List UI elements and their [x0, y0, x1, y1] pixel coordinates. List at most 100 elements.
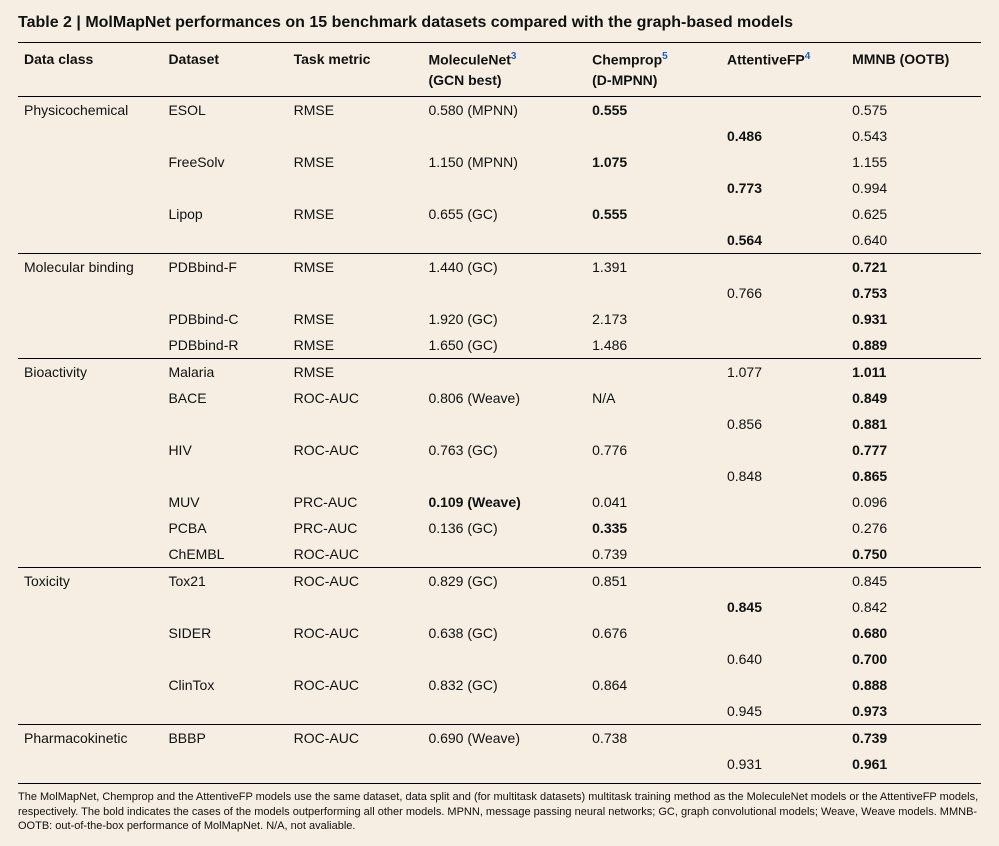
table-row: ToxicityTox21ROC-AUC0.829 (GC)0.8510.845 [18, 567, 981, 594]
cell-dataset: BACE [162, 385, 287, 411]
cell-data-class [18, 149, 162, 175]
cell-data-class [18, 201, 162, 227]
cell-metric [288, 594, 423, 620]
cell-chemprop [586, 358, 721, 385]
cell-attentivefp: 0.766 [721, 280, 846, 306]
cell-attentivefp: 1.077 [721, 358, 846, 385]
table-row: FreeSolvRMSE1.150 (MPNN)1.0751.155 [18, 149, 981, 175]
ref-sup: 5 [662, 51, 668, 62]
cell-chemprop: 0.776 [586, 437, 721, 463]
table-row: PCBAPRC-AUC0.136 (GC)0.3350.276 [18, 515, 981, 541]
title-prefix: Table 2 [18, 14, 72, 31]
cell-mmnb: 0.865 [846, 463, 981, 489]
cell-attentivefp: 0.845 [721, 594, 846, 620]
table-row: SIDERROC-AUC0.638 (GC)0.6760.680 [18, 620, 981, 646]
cell-mmnb: 0.849 [846, 385, 981, 411]
cell-metric [288, 280, 423, 306]
cell-data-class [18, 620, 162, 646]
table-row: PharmacokineticBBBPROC-AUC0.690 (Weave)0… [18, 724, 981, 751]
cell-chemprop [586, 175, 721, 201]
cell-moleculenet: 1.920 (GC) [422, 306, 586, 332]
cell-metric: ROC-AUC [288, 437, 423, 463]
cell-metric [288, 751, 423, 777]
table-row: 0.8450.842 [18, 594, 981, 620]
table-row: BACEROC-AUC0.806 (Weave)N/A0.849 [18, 385, 981, 411]
cell-data-class [18, 541, 162, 568]
cell-mmnb: 0.096 [846, 489, 981, 515]
col-attentivefp: AttentiveFP4 [721, 43, 846, 97]
cell-mmnb: 1.011 [846, 358, 981, 385]
cell-mmnb: 0.739 [846, 724, 981, 751]
cell-attentivefp: 0.773 [721, 175, 846, 201]
table-title: Table 2 | MolMapNet performances on 15 b… [18, 14, 981, 32]
cell-data-class [18, 698, 162, 725]
cell-data-class: Pharmacokinetic [18, 724, 162, 751]
col-task-metric: Task metric [288, 43, 423, 70]
cell-chemprop: 0.041 [586, 489, 721, 515]
cell-metric: RMSE [288, 306, 423, 332]
cell-dataset [162, 646, 287, 672]
cell-chemprop: 0.739 [586, 541, 721, 568]
cell-chemprop: N/A [586, 385, 721, 411]
cell-chemprop [586, 646, 721, 672]
cell-data-class [18, 280, 162, 306]
col-moleculenet: MoleculeNet3 [422, 43, 586, 70]
cell-metric: RMSE [288, 253, 423, 280]
table-row: 0.4860.543 [18, 123, 981, 149]
cell-dataset: ChEMBL [162, 541, 287, 568]
cell-chemprop [586, 411, 721, 437]
cell-metric [288, 123, 423, 149]
cell-dataset [162, 463, 287, 489]
cell-chemprop [586, 280, 721, 306]
cell-mmnb: 0.994 [846, 175, 981, 201]
cell-metric: ROC-AUC [288, 567, 423, 594]
cell-metric: ROC-AUC [288, 385, 423, 411]
table-row: 0.5640.640 [18, 227, 981, 254]
cell-mmnb: 0.889 [846, 332, 981, 359]
cell-dataset: Malaria [162, 358, 287, 385]
cell-metric: ROC-AUC [288, 620, 423, 646]
cell-data-class [18, 437, 162, 463]
cell-attentivefp [721, 567, 846, 594]
table-row: HIVROC-AUC0.763 (GC)0.7760.777 [18, 437, 981, 463]
col-mmnb: MMNB (OOTB) [846, 43, 981, 97]
cell-dataset: PDBbind-F [162, 253, 287, 280]
cell-dataset [162, 751, 287, 777]
cell-metric: RMSE [288, 332, 423, 359]
table-row: 0.7660.753 [18, 280, 981, 306]
cell-attentivefp [721, 620, 846, 646]
cell-chemprop [586, 751, 721, 777]
cell-dataset: PDBbind-C [162, 306, 287, 332]
cell-moleculenet [422, 751, 586, 777]
cell-attentivefp: 0.945 [721, 698, 846, 725]
cell-attentivefp [721, 437, 846, 463]
cell-moleculenet: 0.763 (GC) [422, 437, 586, 463]
cell-metric: RMSE [288, 96, 423, 123]
cell-moleculenet: 0.136 (GC) [422, 515, 586, 541]
table-row: PDBbind-RRMSE1.650 (GC)1.4860.889 [18, 332, 981, 359]
cell-moleculenet [422, 646, 586, 672]
cell-data-class: Physicochemical [18, 96, 162, 123]
cell-chemprop [586, 227, 721, 254]
cell-chemprop: 0.555 [586, 201, 721, 227]
cell-metric: ROC-AUC [288, 724, 423, 751]
table-row: BioactivityMalariaRMSE1.0771.011 [18, 358, 981, 385]
cell-dataset: Lipop [162, 201, 287, 227]
cell-mmnb: 0.680 [846, 620, 981, 646]
cell-mmnb: 0.753 [846, 280, 981, 306]
cell-chemprop: 0.738 [586, 724, 721, 751]
cell-data-class: Toxicity [18, 567, 162, 594]
col-dataset: Dataset [162, 43, 287, 70]
cell-dataset [162, 594, 287, 620]
cell-dataset [162, 698, 287, 725]
cell-dataset: Tox21 [162, 567, 287, 594]
cell-attentivefp [721, 149, 846, 175]
cell-data-class [18, 332, 162, 359]
table-row: 0.9310.961 [18, 751, 981, 777]
cell-attentivefp: 0.486 [721, 123, 846, 149]
table-row: 0.7730.994 [18, 175, 981, 201]
cell-mmnb: 0.888 [846, 672, 981, 698]
cell-metric [288, 463, 423, 489]
cell-moleculenet [422, 280, 586, 306]
ref-sup: 4 [805, 51, 811, 62]
